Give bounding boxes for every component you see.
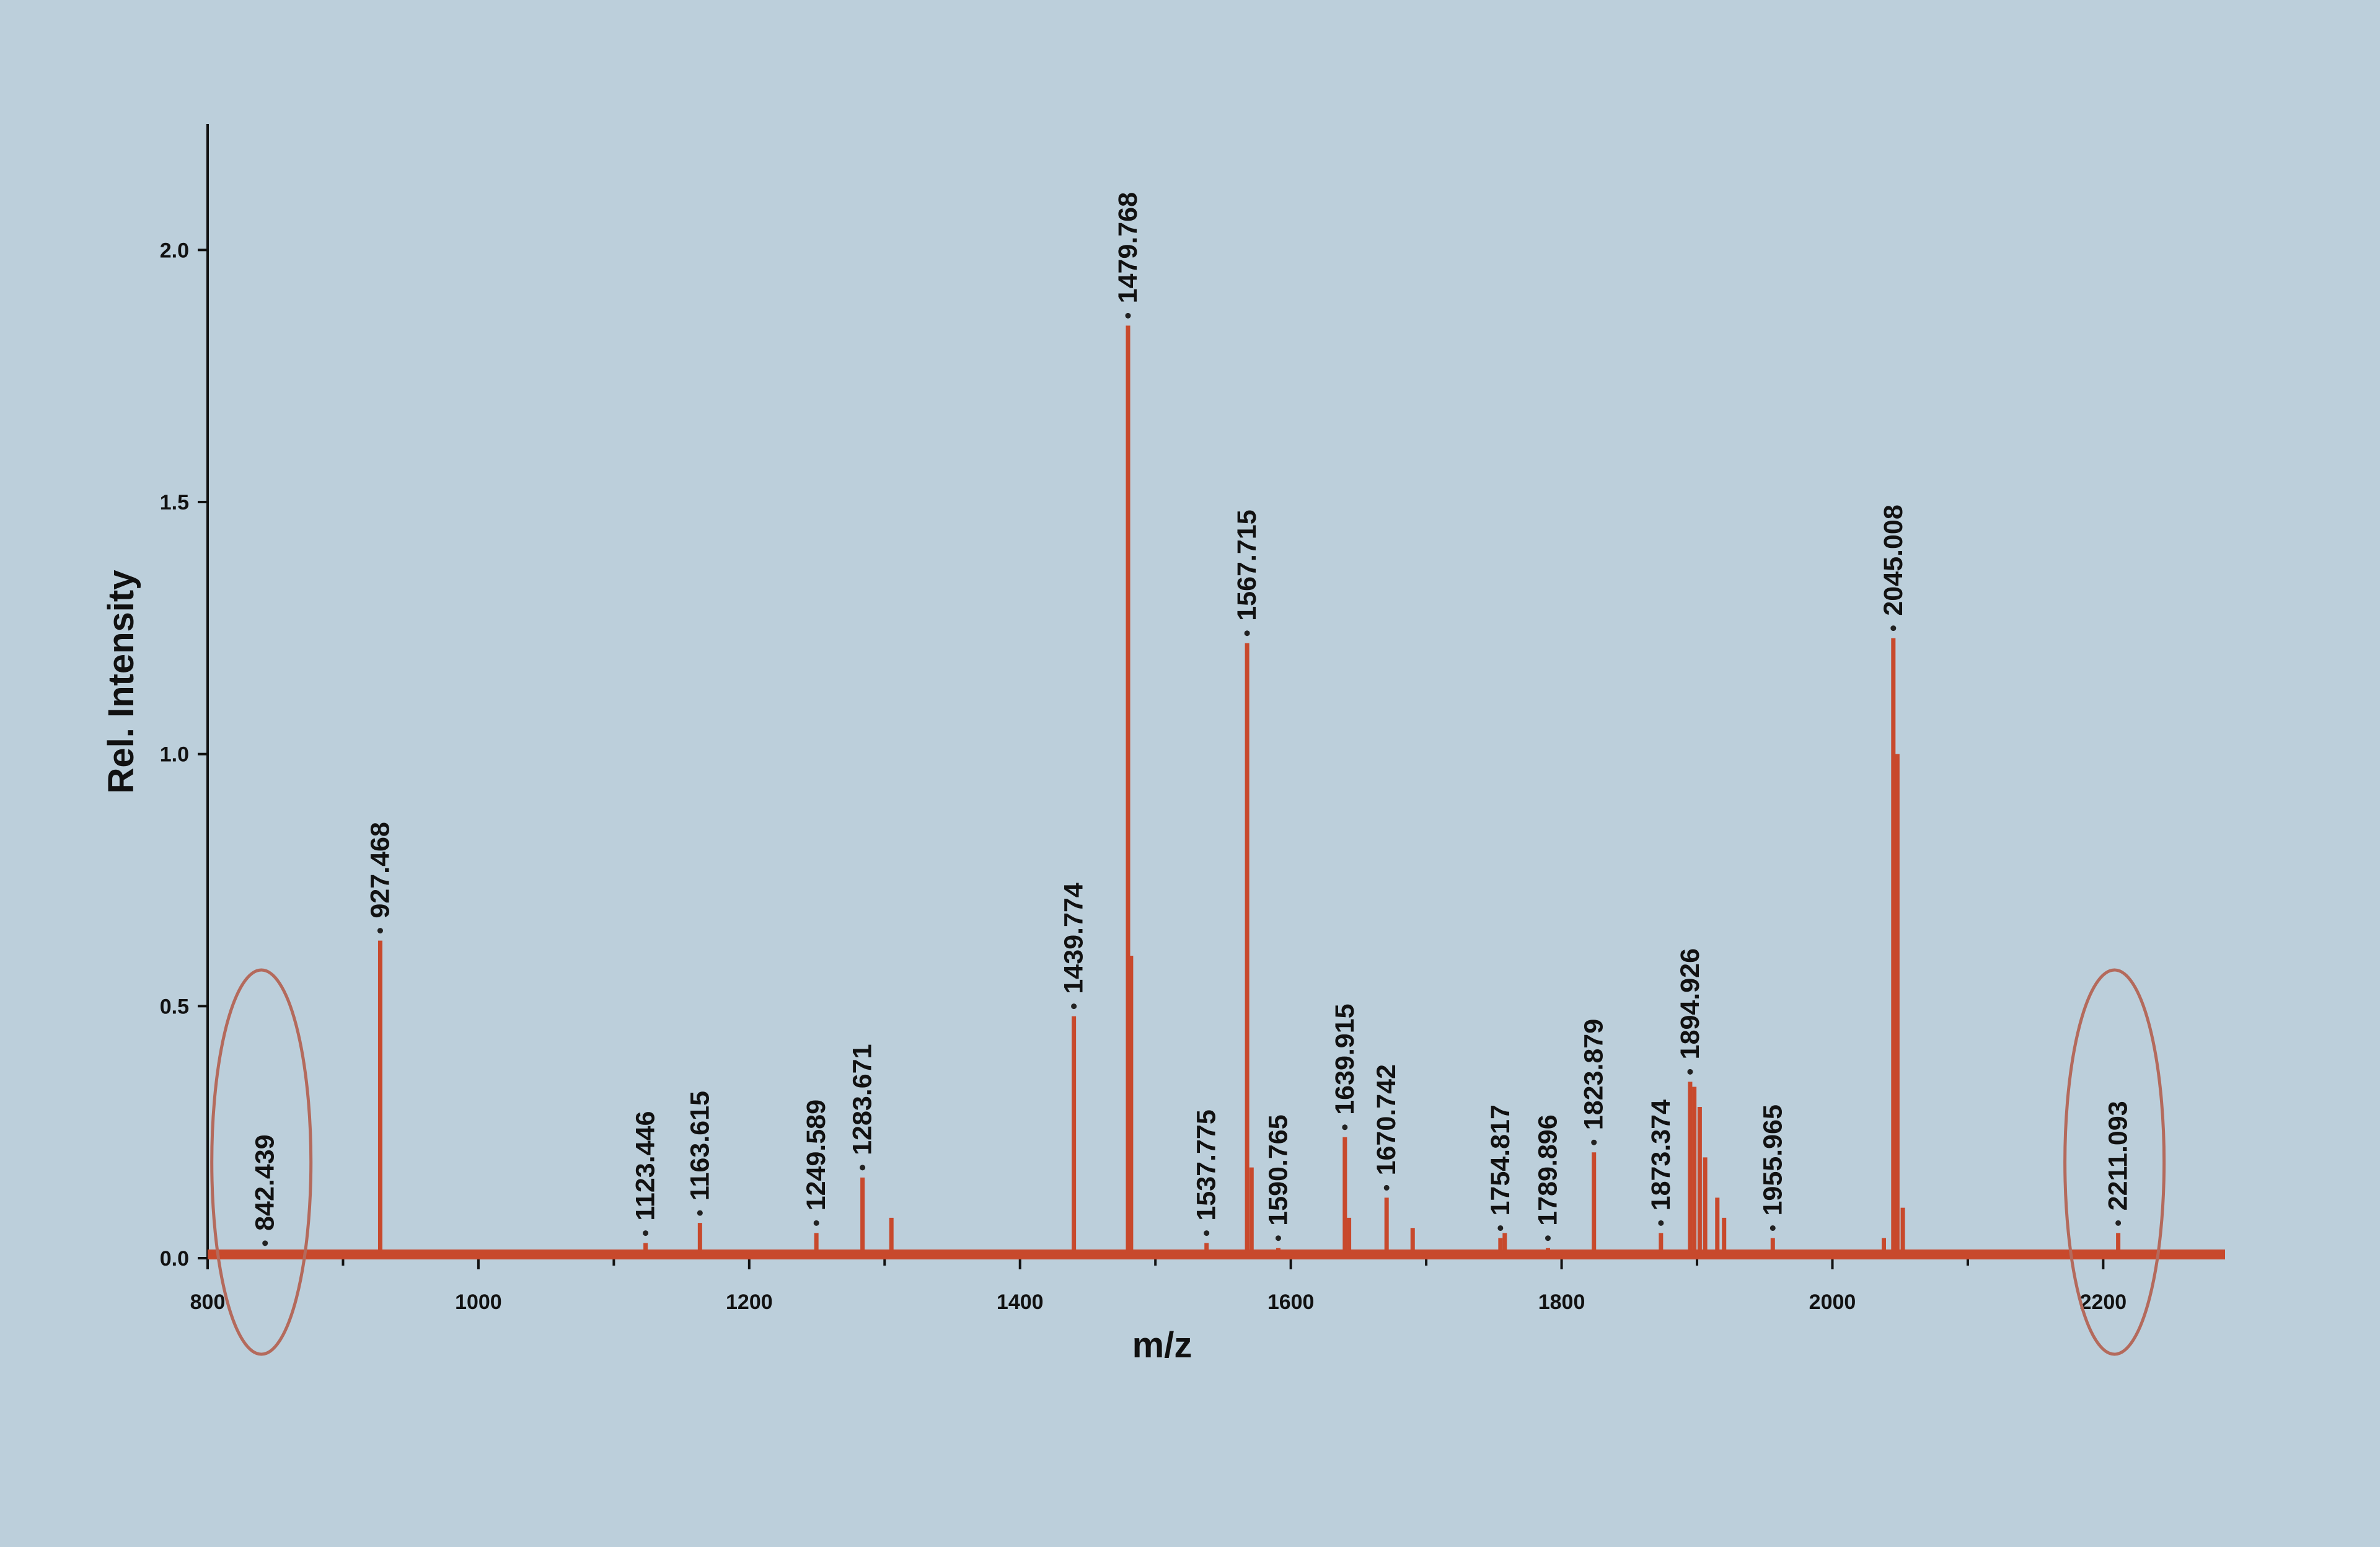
peak-label: 1283.671 bbox=[848, 1044, 878, 1155]
peak-label: 927.468 bbox=[365, 822, 395, 918]
peak-label: 1789.896 bbox=[1533, 1114, 1562, 1225]
peak-group: 1894.926 bbox=[1675, 948, 1705, 1258]
peak-marker bbox=[1342, 1124, 1348, 1130]
x-tick-label: 1200 bbox=[726, 1290, 773, 1314]
x-tick-label: 1600 bbox=[1267, 1290, 1315, 1314]
peak-marker bbox=[860, 1165, 866, 1171]
peak-group: 1590.765 bbox=[1263, 1114, 1293, 1258]
peak-group: 1670.742 bbox=[1372, 1064, 1401, 1258]
peak-label: 1823.879 bbox=[1579, 1019, 1609, 1130]
peak-label: 1955.965 bbox=[1758, 1104, 1787, 1215]
peak-marker bbox=[1770, 1225, 1776, 1231]
x-tick-label: 2000 bbox=[1809, 1290, 1856, 1314]
peak-marker bbox=[1383, 1184, 1390, 1191]
peak-marker bbox=[1545, 1235, 1551, 1241]
axes bbox=[206, 124, 2225, 1259]
peak-label: 2045.008 bbox=[1879, 505, 1908, 615]
y-tick-label: 1.5 bbox=[160, 491, 189, 514]
minor-peaks bbox=[889, 754, 1905, 1258]
peak-label: 1567.715 bbox=[1232, 509, 1262, 620]
peak-group: 2211.093 bbox=[2104, 1101, 2133, 1258]
peak-marker bbox=[813, 1220, 819, 1226]
peak-label: 1590.765 bbox=[1263, 1114, 1293, 1225]
y-tick-label: 2.0 bbox=[160, 239, 189, 262]
peak-label: 1163.615 bbox=[685, 1091, 715, 1201]
peak-marker bbox=[1244, 630, 1250, 637]
peak-marker bbox=[1687, 1069, 1693, 1075]
x-ticks: 800 1000 1200 1400 1600 1800 2000 2200 bbox=[190, 1258, 2127, 1314]
peak-group: 1249.589 bbox=[801, 1100, 831, 1258]
peak-marker bbox=[1890, 625, 1897, 632]
x-tick-label: 2200 bbox=[2080, 1290, 2127, 1314]
y-ticks: 0.0 0.5 1.0 1.5 2.0 bbox=[160, 239, 208, 1271]
peak-label: 1537.775 bbox=[1192, 1109, 1222, 1220]
peak-marker bbox=[1497, 1225, 1504, 1231]
peak-group: 1873.374 bbox=[1646, 1100, 1676, 1258]
y-tick-label: 1.0 bbox=[160, 743, 189, 767]
y-tick-label: 0.5 bbox=[160, 995, 189, 1018]
peak-marker bbox=[1658, 1220, 1664, 1226]
peak-group: 927.468 bbox=[365, 822, 395, 1258]
highlight-ellipse bbox=[2063, 968, 2166, 1356]
y-tick-label: 0.0 bbox=[160, 1247, 189, 1271]
peak-group: 1479.768 bbox=[1113, 192, 1143, 1258]
highlight-ellipse bbox=[210, 968, 313, 1356]
peak-group: 1823.879 bbox=[1579, 1019, 1609, 1258]
peak-marker bbox=[262, 1240, 268, 1246]
labeled-peaks: 842.439 927.468 1123.446 1163.615 1249.589 12… bbox=[250, 192, 2133, 1258]
peak-label: 842.439 bbox=[250, 1134, 280, 1230]
peak-group: 842.439 bbox=[250, 1134, 280, 1258]
peak-marker bbox=[1591, 1139, 1597, 1145]
peak-group: 1955.965 bbox=[1758, 1104, 1787, 1258]
peak-group: 1283.671 bbox=[848, 1044, 878, 1258]
peak-label: 1639.915 bbox=[1330, 1003, 1360, 1114]
peak-label: 1754.817 bbox=[1486, 1104, 1515, 1215]
peak-label: 1670.742 bbox=[1372, 1064, 1401, 1175]
peak-marker bbox=[2115, 1220, 2122, 1226]
highlight-ellipses bbox=[210, 968, 2166, 1356]
peak-label: 1894.926 bbox=[1675, 948, 1705, 1059]
peak-marker bbox=[377, 928, 383, 934]
peak-group: 1789.896 bbox=[1533, 1114, 1562, 1258]
peak-marker bbox=[1125, 312, 1131, 319]
peak-group: 1639.915 bbox=[1330, 1003, 1360, 1258]
peak-label: 1479.768 bbox=[1113, 192, 1143, 303]
peak-group: 1439.774 bbox=[1059, 883, 1089, 1258]
peak-marker bbox=[1204, 1230, 1210, 1236]
peak-label: 1873.374 bbox=[1646, 1100, 1676, 1210]
peak-group: 1754.817 bbox=[1486, 1104, 1515, 1258]
peak-group: 1123.446 bbox=[631, 1111, 661, 1258]
peak-label: 2211.093 bbox=[2104, 1101, 2133, 1210]
peak-group: 1567.715 bbox=[1232, 509, 1262, 1258]
peak-label: 1439.774 bbox=[1059, 883, 1089, 994]
peak-group: 2045.008 bbox=[1879, 505, 1908, 1258]
x-tick-label: 1800 bbox=[1538, 1290, 1585, 1314]
peak-group: 1537.775 bbox=[1192, 1109, 1222, 1258]
x-tick-label: 1000 bbox=[455, 1290, 502, 1314]
x-tick-label: 1400 bbox=[997, 1290, 1044, 1314]
peak-label: 1249.589 bbox=[801, 1100, 831, 1210]
peak-marker bbox=[1071, 1003, 1077, 1010]
peak-label: 1123.446 bbox=[631, 1111, 661, 1221]
peak-marker bbox=[643, 1230, 649, 1236]
peak-group: 1163.615 bbox=[685, 1091, 715, 1258]
peak-marker bbox=[697, 1210, 703, 1216]
x-axis-title: m/z bbox=[1132, 1325, 1192, 1365]
x-tick-label: 800 bbox=[190, 1290, 226, 1314]
peak-marker bbox=[1275, 1235, 1281, 1241]
y-axis-title: Rel. Intensity bbox=[101, 570, 141, 794]
